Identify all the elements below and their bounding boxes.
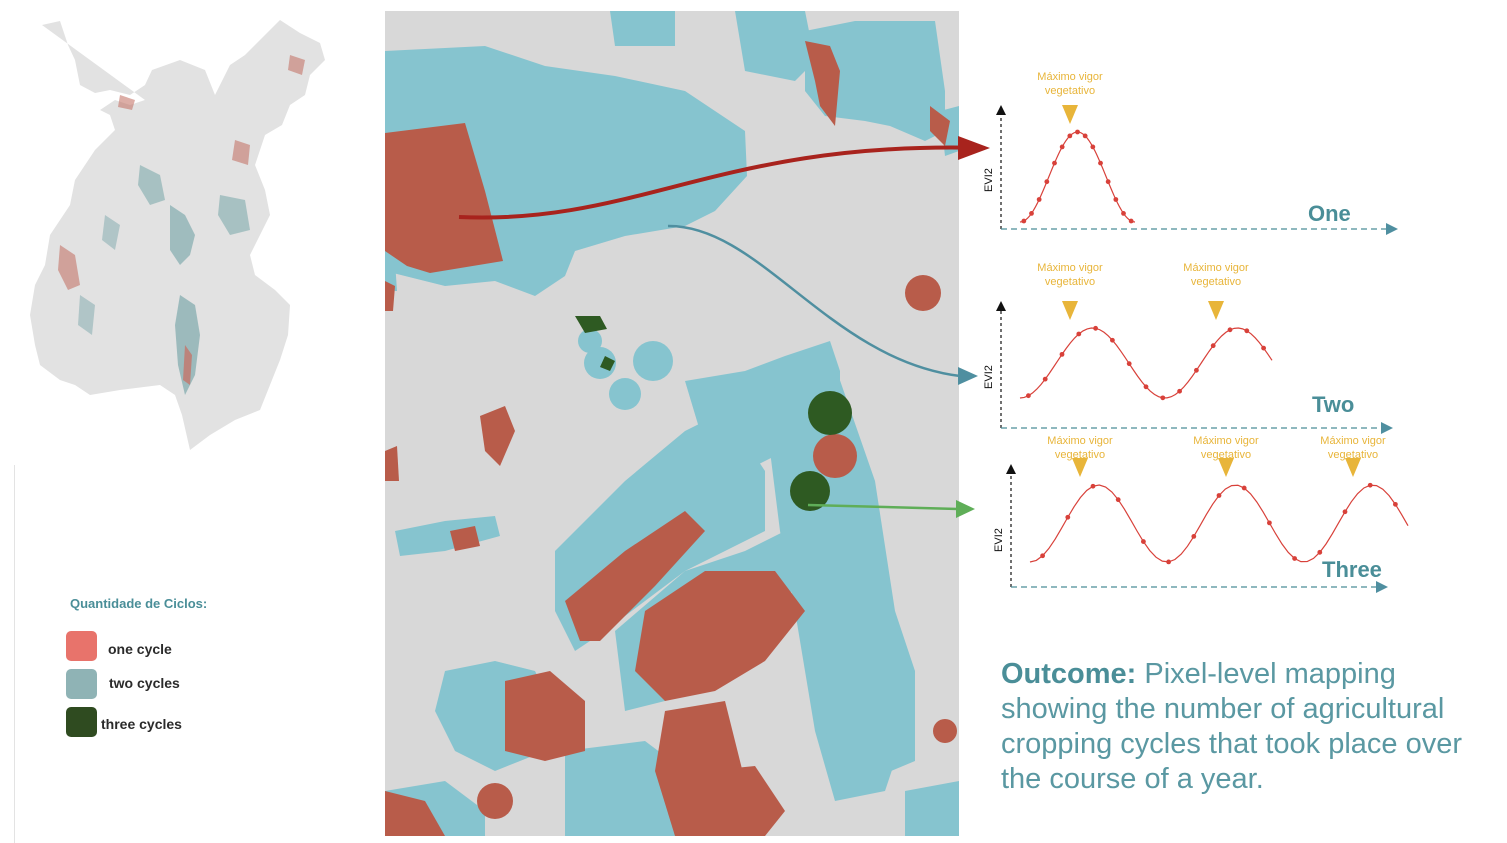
peak-annotation-line1: Máximo vigor <box>1193 435 1259 447</box>
peak-marker-icon <box>1062 105 1078 124</box>
curve-point <box>1241 485 1247 491</box>
curve-point <box>1261 345 1266 351</box>
curve-point <box>1044 179 1050 185</box>
curve-point <box>1393 501 1398 507</box>
curve-point <box>1115 497 1121 503</box>
curve-point <box>1098 160 1103 166</box>
curve-point <box>1036 197 1042 202</box>
panel-one: EVI2 Máximo vigor vegetativo One <box>983 71 1398 235</box>
curve-point <box>1110 337 1115 343</box>
curve-point <box>1040 553 1045 559</box>
curve-point <box>1141 539 1146 544</box>
legend-label-three-cycles: three cycles <box>101 716 182 732</box>
peak-annotation-line1: Máximo vigor <box>1183 262 1249 274</box>
peak-annotation-line2: vegetativo <box>1045 85 1095 97</box>
peak-annotation-line1: Máximo vigor <box>1037 71 1103 83</box>
legend-swatch-one-cycle <box>66 631 97 661</box>
peak-marker-icon <box>1345 458 1361 477</box>
legend-title: Quantidade de Ciclos: <box>70 596 208 611</box>
panel-three: EVI2 Máximo vigor vegetativo Máximo vigor ve… <box>993 435 1409 593</box>
curve-point <box>1059 351 1065 357</box>
outcome-text: Outcome: Pixel-level mapping showing the… <box>1001 657 1481 797</box>
peak-marker-icon <box>1218 458 1234 477</box>
curve-point <box>1177 388 1182 394</box>
curve-point <box>1021 218 1027 224</box>
peak-annotation-line2: vegetativo <box>1201 449 1251 461</box>
curve-point <box>1126 361 1132 367</box>
panel-two: EVI2 Máximo vigor vegetativo Máximo vigor ve… <box>983 262 1393 434</box>
curve-point <box>1090 483 1096 489</box>
evi2-axis-label: EVI2 <box>983 365 995 389</box>
cycle-count-label: Two <box>1312 392 1354 417</box>
curve-point <box>1067 133 1073 139</box>
curve-point <box>1121 211 1126 216</box>
arrow-three-cycles-head <box>956 500 975 518</box>
curve-point <box>1210 343 1216 349</box>
curve-point <box>1143 384 1149 390</box>
curve-point <box>1216 493 1222 498</box>
curve-point <box>1042 376 1048 382</box>
curve-point <box>1267 520 1272 526</box>
curve-point <box>1113 197 1119 202</box>
state-overview-map <box>30 20 325 450</box>
arrow-one-cycle-head <box>958 136 990 160</box>
curve-point <box>1052 160 1057 166</box>
evi2-axis-label: EVI2 <box>993 528 1005 552</box>
cycle-count-label: Three <box>1322 557 1382 582</box>
curve-point <box>1317 549 1323 555</box>
peak-annotation-line2: vegetativo <box>1045 276 1095 288</box>
divider-line <box>14 465 15 843</box>
curve-point <box>1191 534 1197 539</box>
curve-point <box>1059 144 1065 150</box>
curve-point <box>1090 144 1096 150</box>
curve-point <box>1160 395 1166 401</box>
evi2-curve <box>1019 131 1136 223</box>
evi2-curve-panels: EVI2 Máximo vigor vegetativo One EVI2 Máximo … <box>983 71 1409 593</box>
classification-map <box>385 11 959 836</box>
arrow-two-cycles <box>667 224 961 378</box>
legend-swatch-two-cycles <box>66 669 97 699</box>
curve-point <box>1075 129 1080 135</box>
legend-swatch-three-cycles <box>66 707 97 737</box>
curve-point <box>1166 559 1171 565</box>
peak-annotation-line2: vegetativo <box>1055 449 1105 461</box>
curve-point <box>1029 211 1034 216</box>
arrow-three-cycles <box>807 503 959 511</box>
cycle-pixels <box>58 55 305 395</box>
evi2-axis-label: EVI2 <box>983 168 995 192</box>
curve-point <box>1292 556 1297 561</box>
legend-label-two-cycles: two cycles <box>109 675 180 691</box>
one-cycle-fields <box>385 41 957 836</box>
peak-marker-icon <box>1062 301 1078 320</box>
curve-point <box>1105 179 1111 185</box>
curve-point <box>1128 218 1134 224</box>
curve-point <box>1244 328 1250 334</box>
peak-annotation-line1: Máximo vigor <box>1047 435 1113 447</box>
peak-annotation-line1: Máximo vigor <box>1037 262 1103 274</box>
curve-point <box>1076 331 1082 337</box>
peak-marker-icon <box>1208 301 1224 320</box>
arrow-two-cycles-head <box>958 367 978 385</box>
curve-point <box>1093 325 1098 331</box>
curve-point <box>1194 367 1199 373</box>
curve-point <box>1227 327 1233 333</box>
peak-annotation-line1: Máximo vigor <box>1320 435 1386 447</box>
three-cycle-fields <box>575 316 852 511</box>
curve-point <box>1065 514 1071 520</box>
peak-annotation-line2: vegetativo <box>1191 276 1241 288</box>
peak-annotation-line2: vegetativo <box>1328 449 1378 461</box>
arrow-one-cycle <box>458 145 986 220</box>
curve-point <box>1342 509 1348 515</box>
peak-marker-icon <box>1072 458 1088 477</box>
outcome-body: Pixel-level mapping showing the number o… <box>1001 658 1463 795</box>
curve-point <box>1082 133 1088 139</box>
cycle-count-label: One <box>1308 201 1351 226</box>
legend-label-one-cycle: one cycle <box>108 641 172 657</box>
curve-point <box>1026 393 1031 399</box>
outcome-heading: Outcome: <box>1001 658 1137 690</box>
curve-point <box>1367 482 1373 488</box>
